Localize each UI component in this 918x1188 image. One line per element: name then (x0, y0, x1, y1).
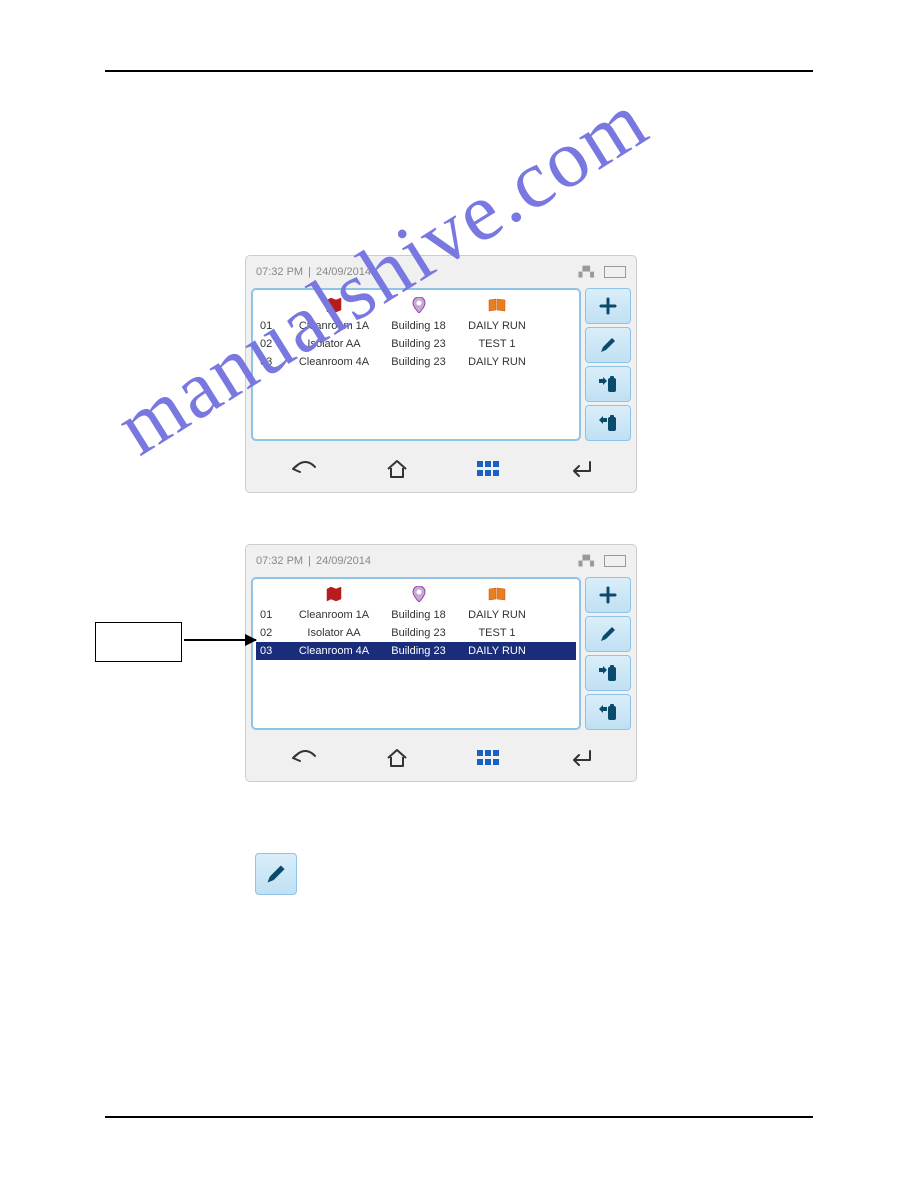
status-date: 24/09/2014 (316, 555, 371, 567)
row-name: Isolator AA (288, 627, 380, 639)
pin-icon (380, 584, 457, 604)
status-time: 07:32 PM (256, 555, 303, 567)
add-button[interactable] (585, 288, 631, 324)
pin-icon (380, 295, 457, 315)
callout-box (95, 622, 182, 662)
status-bar: 07:32 PM | 24/09/2014 ▞▚ (246, 545, 636, 577)
header-row (256, 582, 576, 606)
status-divider: | (308, 555, 311, 567)
map-icon (288, 295, 380, 315)
row-plan: TEST 1 (457, 338, 537, 350)
map-icon (288, 584, 380, 604)
enter-button[interactable] (568, 748, 592, 768)
row-num: 01 (256, 609, 288, 621)
row-location: Building 23 (380, 627, 457, 639)
home-button[interactable] (386, 748, 408, 768)
row-plan: DAILY RUN (457, 356, 537, 368)
battery-icon (604, 555, 626, 567)
list-panel: 01 Cleanroom 1A Building 18 DAILY RUN 02… (251, 288, 581, 441)
row-location: Building 23 (380, 645, 457, 657)
back-button[interactable] (291, 459, 317, 479)
status-bar: 07:32 PM | 24/09/2014 ▞▚ (246, 256, 636, 288)
table-row[interactable]: 03 Cleanroom 4A Building 23 DAILY RUN (256, 353, 576, 371)
table-row[interactable]: 02 Isolator AA Building 23 TEST 1 (256, 335, 576, 353)
row-num: 02 (256, 338, 288, 350)
move-out-button[interactable] (585, 694, 631, 730)
row-num: 03 (256, 356, 288, 368)
status-time: 07:32 PM (256, 266, 303, 278)
book-icon (457, 584, 537, 604)
row-num: 02 (256, 627, 288, 639)
status-divider: | (308, 266, 311, 278)
grid-button[interactable] (477, 750, 499, 766)
move-in-button[interactable] (585, 655, 631, 691)
side-toolbar (585, 577, 631, 730)
book-icon (457, 295, 537, 315)
row-plan: DAILY RUN (457, 645, 537, 657)
page-bottom-rule (105, 1116, 813, 1118)
row-name: Isolator AA (288, 338, 380, 350)
grid-button[interactable] (477, 461, 499, 477)
add-button[interactable] (585, 577, 631, 613)
row-name: Cleanroom 4A (288, 645, 380, 657)
callout-arrow (184, 639, 256, 641)
table-row[interactable]: 01 Cleanroom 1A Building 18 DAILY RUN (256, 317, 576, 335)
row-location: Building 18 (380, 609, 457, 621)
row-plan: DAILY RUN (457, 320, 537, 332)
row-location: Building 18 (380, 320, 457, 332)
network-icon: ▞▚ (579, 267, 594, 278)
row-name: Cleanroom 4A (288, 356, 380, 368)
device-screenshot-2: 07:32 PM | 24/09/2014 ▞▚ (245, 544, 637, 782)
move-out-button[interactable] (585, 405, 631, 441)
row-location: Building 23 (380, 356, 457, 368)
row-location: Building 23 (380, 338, 457, 350)
header-row (256, 293, 576, 317)
edit-icon-standalone (255, 853, 297, 895)
table-row[interactable]: 01 Cleanroom 1A Building 18 DAILY RUN (256, 606, 576, 624)
row-name: Cleanroom 1A (288, 320, 380, 332)
move-in-button[interactable] (585, 366, 631, 402)
list-panel: 01 Cleanroom 1A Building 18 DAILY RUN 02… (251, 577, 581, 730)
page-top-rule (105, 70, 813, 72)
status-date: 24/09/2014 (316, 266, 371, 278)
side-toolbar (585, 288, 631, 441)
network-icon: ▞▚ (579, 556, 594, 567)
device-screenshot-1: 07:32 PM | 24/09/2014 ▞▚ (245, 255, 637, 493)
row-name: Cleanroom 1A (288, 609, 380, 621)
bottom-nav (246, 446, 636, 492)
row-plan: DAILY RUN (457, 609, 537, 621)
enter-button[interactable] (568, 459, 592, 479)
edit-button[interactable] (585, 616, 631, 652)
battery-icon (604, 266, 626, 278)
bottom-nav (246, 735, 636, 781)
back-button[interactable] (291, 748, 317, 768)
row-num: 01 (256, 320, 288, 332)
row-num: 03 (256, 645, 288, 657)
home-button[interactable] (386, 459, 408, 479)
table-row[interactable]: 02 Isolator AA Building 23 TEST 1 (256, 624, 576, 642)
table-row-selected[interactable]: 03 Cleanroom 4A Building 23 DAILY RUN (256, 642, 576, 660)
edit-button[interactable] (585, 327, 631, 363)
row-plan: TEST 1 (457, 627, 537, 639)
